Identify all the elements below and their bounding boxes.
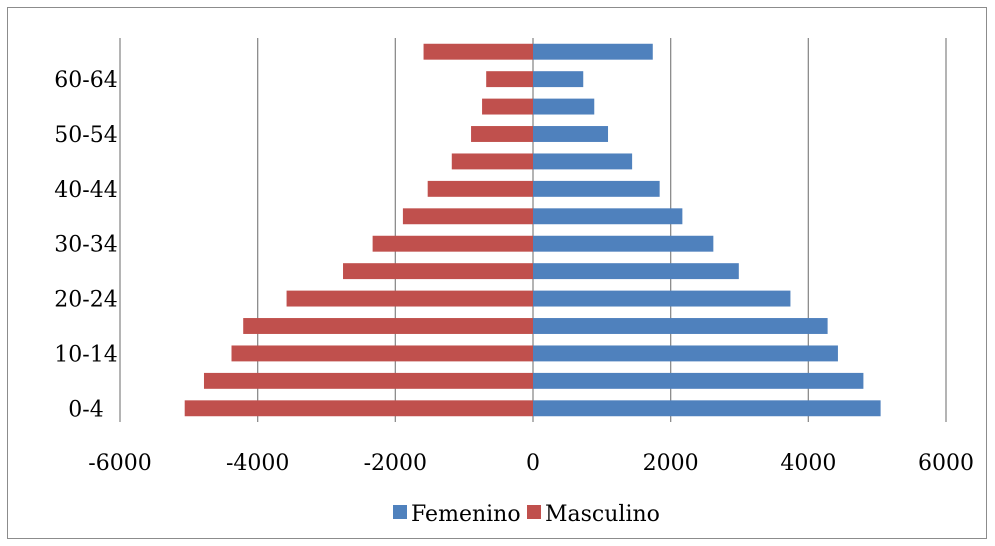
bar-femenino-30-34 — [533, 235, 714, 252]
bar-femenino-40-44 — [533, 180, 660, 197]
bar-masculino-35-39 — [402, 208, 533, 225]
x-tick-label: -6000 — [88, 451, 151, 476]
y-tick-label: 10-14 — [54, 342, 117, 367]
y-tick-label: 50-54 — [54, 123, 117, 148]
bar-femenino-15-19 — [533, 318, 828, 334]
x-tick-label: 4000 — [780, 451, 836, 476]
x-tick-labels: -6000 -4000 -2000 0 2000 4000 6000 — [88, 451, 974, 476]
bar-masculino-50-54 — [471, 126, 533, 142]
bar-masculino-30-34 — [372, 235, 533, 252]
legend-label-femenino: Femenino — [411, 502, 521, 527]
x-tick-label: -4000 — [226, 451, 289, 476]
bar-femenino-45-49 — [533, 153, 633, 170]
bar-masculino-55-59 — [482, 98, 533, 115]
y-tick-label: 30-34 — [54, 233, 117, 258]
bar-masculino-60-64 — [486, 71, 533, 88]
x-tick-label: -2000 — [364, 451, 427, 476]
bar-masculino-0-4 — [184, 400, 533, 417]
x-tick-label: 0 — [526, 451, 540, 476]
bar-masculino-15-19 — [243, 318, 533, 334]
y-tick-label: 0-4 — [68, 397, 103, 422]
legend-swatch-femenino — [393, 505, 407, 519]
legend: Femenino Masculino — [393, 502, 660, 527]
bar-masculino-10-14 — [231, 345, 533, 362]
bar-masculino-40-44 — [427, 180, 533, 197]
bar-masculino-65-69 — [423, 43, 533, 60]
legend-swatch-masculino — [527, 505, 541, 519]
x-tick-label: 2000 — [643, 451, 699, 476]
bar-femenino-35-39 — [533, 208, 683, 225]
bar-masculino-5-9 — [203, 372, 533, 389]
bar-masculino-20-24 — [286, 290, 533, 307]
bar-femenino-10-14 — [533, 345, 838, 362]
gridlines — [119, 38, 947, 422]
y-tick-label: 40-44 — [54, 178, 117, 203]
bar-femenino-20-24 — [533, 290, 791, 307]
bar-femenino-60-64 — [533, 71, 584, 88]
y-tick-label: 20-24 — [54, 288, 117, 313]
bar-femenino-0-4 — [533, 400, 881, 417]
bar-femenino-25-29 — [533, 263, 739, 280]
bar-masculino-45-49 — [451, 153, 533, 170]
bars — [184, 43, 881, 417]
y-tick-label: 60-64 — [54, 68, 117, 93]
bar-femenino-50-54 — [533, 126, 609, 142]
bar-femenino-5-9 — [533, 372, 864, 389]
y-tick-labels: 0-4 10-14 20-24 30-34 40-44 50-54 60-64 — [54, 68, 117, 422]
x-tick-label: 6000 — [918, 451, 974, 476]
bar-femenino-55-59 — [533, 98, 595, 115]
bar-masculino-25-29 — [343, 263, 533, 280]
bar-femenino-65-69 — [533, 43, 653, 60]
legend-label-masculino: Masculino — [545, 502, 660, 527]
